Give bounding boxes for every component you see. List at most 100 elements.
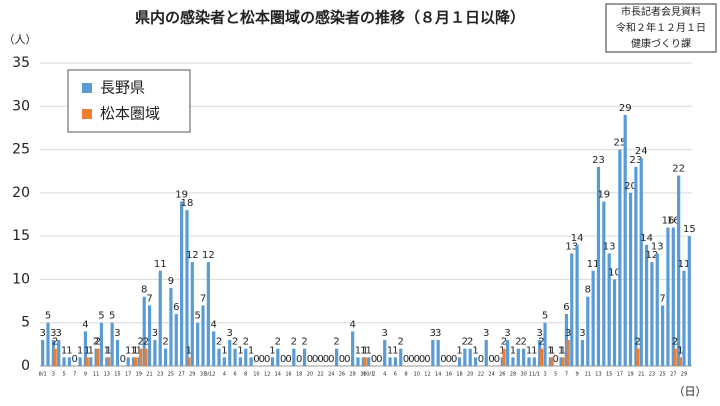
- bar: [532, 357, 536, 366]
- bar-sub: [550, 357, 554, 366]
- value-label: 1: [132, 345, 138, 356]
- value-label: 4: [211, 319, 217, 330]
- x-tick-label: 28: [510, 372, 516, 378]
- value-label: 14: [571, 233, 584, 244]
- value-label: 1: [136, 345, 142, 356]
- value-label: 3: [39, 328, 45, 339]
- bar-sub: [502, 348, 506, 366]
- x-tick-label: 30: [520, 372, 526, 378]
- bar: [292, 348, 296, 366]
- bar: [83, 331, 88, 366]
- bar: [126, 357, 130, 366]
- value-label: 12: [186, 250, 199, 261]
- bar: [468, 348, 472, 366]
- bar-sub: [561, 357, 565, 366]
- x-tick-label: 10/1: [363, 372, 374, 378]
- value-label: 2: [95, 337, 101, 348]
- x-tick-label: 4: [383, 372, 386, 378]
- value-label: 11: [587, 259, 600, 270]
- x-tick-label: 26: [499, 372, 505, 378]
- bar: [687, 236, 691, 366]
- bar: [612, 279, 617, 366]
- bar: [62, 357, 66, 366]
- bar-sub: [133, 357, 137, 366]
- bar: [41, 340, 45, 366]
- bar: [431, 340, 435, 366]
- legend-label: 長野県: [100, 79, 145, 97]
- x-tick-label: 23: [157, 372, 163, 378]
- x-tick-label: 24: [488, 372, 494, 378]
- bar: [650, 262, 654, 366]
- value-label: 1: [547, 345, 553, 356]
- value-label: 1: [526, 345, 532, 356]
- bar: [666, 227, 670, 366]
- bar: [682, 270, 686, 366]
- bar: [67, 357, 71, 366]
- value-label: 0: [317, 354, 323, 365]
- value-label: 16: [662, 215, 675, 226]
- note: 健康づくり課: [631, 37, 691, 50]
- value-label: 1: [677, 345, 683, 356]
- value-label: 6: [563, 302, 569, 313]
- x-tick-label: 5: [62, 372, 65, 378]
- value-label: 7: [200, 293, 206, 304]
- bar-sub: [566, 340, 570, 366]
- value-label: 19: [175, 190, 188, 201]
- value-label: 2: [216, 337, 222, 348]
- bar: [602, 201, 606, 366]
- x-tick-label: 8: [404, 372, 407, 378]
- x-tick-label: 17: [617, 372, 623, 378]
- value-label: 7: [146, 293, 152, 304]
- note-box: [605, 3, 717, 53]
- bar: [677, 175, 681, 366]
- x-tick-label: 23: [649, 372, 655, 378]
- bar: [596, 166, 601, 366]
- value-label: 0: [285, 354, 291, 365]
- x-tick-label: 18: [456, 372, 462, 378]
- x-tick-label: 19: [627, 372, 633, 378]
- bar: [522, 348, 526, 366]
- bar: [233, 348, 237, 366]
- bar: [623, 114, 627, 366]
- value-label: 8: [585, 285, 591, 296]
- value-label: 3: [504, 328, 510, 339]
- value-label: 18: [181, 198, 194, 209]
- bar: [244, 348, 248, 366]
- value-label: 9: [168, 276, 174, 287]
- value-label: 2: [137, 337, 143, 348]
- x-tick-label: 20: [467, 372, 473, 378]
- bar: [174, 314, 178, 366]
- value-label: 1: [61, 345, 67, 356]
- note: 令和２年１２月１日: [616, 21, 706, 34]
- x-tick-label: 12: [264, 372, 270, 378]
- bar: [575, 244, 579, 366]
- value-label: 25: [613, 138, 626, 149]
- value-label: 1: [510, 345, 516, 356]
- bar-sub: [139, 348, 143, 366]
- bar: [212, 331, 216, 366]
- bar: [516, 348, 520, 366]
- bar: [661, 305, 665, 366]
- value-label: 3: [114, 328, 120, 339]
- x-tick-label: 25: [659, 372, 665, 378]
- x-tick-label: 15: [606, 372, 612, 378]
- value-label: 2: [462, 337, 468, 348]
- bar: [436, 340, 440, 366]
- bar: [185, 210, 189, 366]
- bar: [78, 357, 82, 366]
- bar: [51, 340, 55, 366]
- value-label: 1: [549, 345, 555, 356]
- value-label: 0: [253, 354, 259, 365]
- bar: [201, 305, 205, 366]
- value-label: 0: [312, 354, 318, 365]
- bar: [222, 357, 226, 366]
- x-tick-label: 27: [670, 372, 676, 378]
- bar-sub: [187, 357, 191, 366]
- value-label: 1: [66, 345, 72, 356]
- x-tick-label: 24: [328, 372, 334, 378]
- value-label: 7: [659, 293, 665, 304]
- value-label: 5: [109, 311, 115, 322]
- value-label: 2: [52, 337, 58, 348]
- x-tick-label: 4: [223, 372, 226, 378]
